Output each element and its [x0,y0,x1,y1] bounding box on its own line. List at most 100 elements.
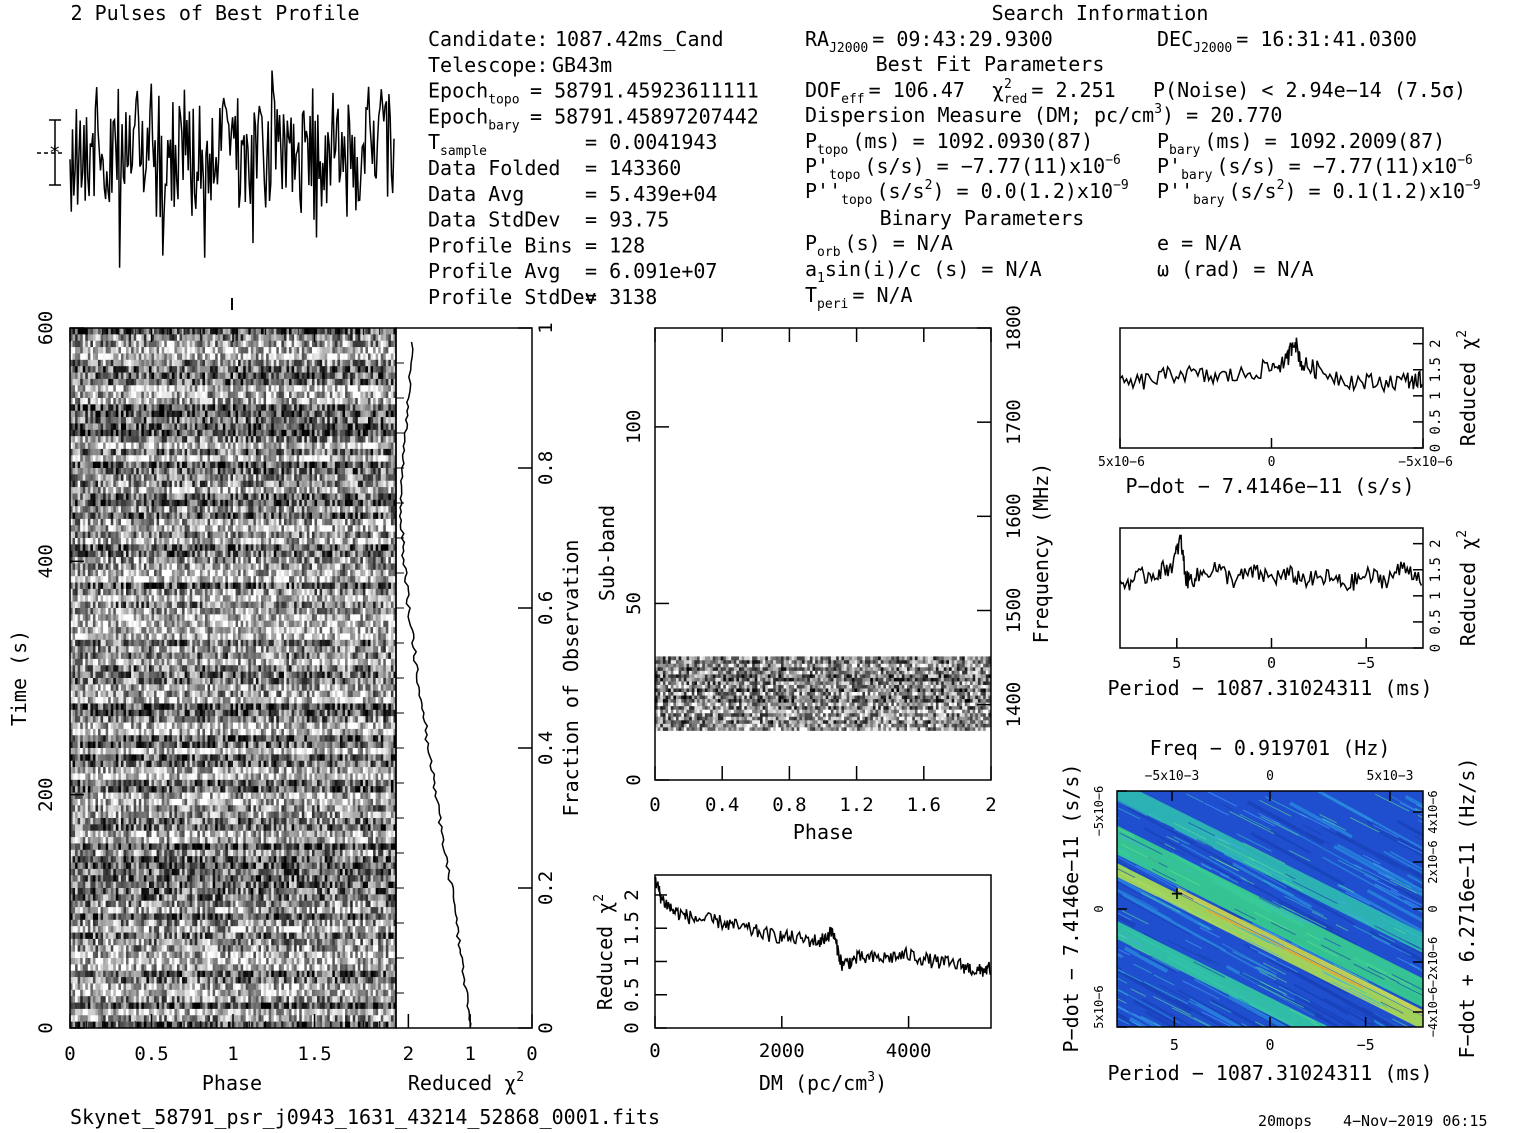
time-phase-cell [146,359,150,367]
time-phase-cell [184,378,188,386]
time-phase-cell [133,480,137,488]
time-phase-cell [342,391,346,399]
time-phase-cell [319,455,323,462]
time-phase-cell [360,448,364,456]
time-phase-cell [324,404,328,412]
time-phase-cell [367,544,371,552]
time-phase-cell [82,410,86,418]
time-phase-cell [278,442,282,450]
time-phase-cell [118,544,122,552]
time-phase-cell [95,487,99,494]
time-phase-cell [311,468,315,475]
time-phase-cell [166,493,170,501]
time-phase-cell [199,461,203,469]
time-phase-cell [337,550,341,558]
time-phase-cell [339,538,343,545]
time-phase-cell [95,557,99,564]
time-phase-cell [255,468,259,475]
time-phase-cell [108,455,112,462]
time-phase-cell [220,544,224,552]
time-phase-cell [215,538,219,545]
time-phase-cell [370,366,374,373]
time-phase-cell [347,531,351,539]
time-phase-cell [385,423,389,431]
time-phase-cell [197,544,201,552]
time-phase-cell [289,474,292,482]
time-phase-cell [352,563,356,571]
time-phase-cell [327,417,331,424]
time-phase-cell [355,550,359,558]
time-phase-cell [240,391,244,399]
time-phase-cell [291,340,295,348]
time-phase-cell [87,340,91,348]
time-phase-cell [266,366,269,373]
time-phase-cell [393,499,397,507]
time-phase-cell [120,474,124,482]
time-phase-cell [337,378,341,386]
time-phase-cell [103,557,106,564]
time-phase-cell [118,557,122,564]
time-phase-cell [225,359,229,367]
time-phase-cell [235,544,239,552]
time-phase-cell [380,487,384,494]
time-phase-cell [301,544,305,552]
time-phase-cell [184,385,188,392]
time-phase-cell [230,442,234,450]
time-phase-cell [103,328,106,335]
time-phase-cell [283,442,287,450]
time-phase-cell [286,544,290,552]
time-phase-cell [375,474,379,482]
time-phase-cell [70,474,73,482]
time-phase-cell [301,436,305,443]
time-phase-cell [243,512,247,520]
time-phase-cell [179,423,183,431]
time-phase-cell [75,468,78,475]
time-phase-cell [296,359,300,367]
time-phase-cell [357,550,361,558]
time-phase-cell [304,493,308,501]
time-phase-cell [378,340,382,348]
time-phase-cell [227,334,231,342]
time-phase-cell [225,512,229,520]
time-phase-cell [222,531,226,539]
time-phase-cell [222,487,226,494]
time-phase-cell [133,487,137,494]
time-phase-cell [294,480,297,488]
time-phase-cell [108,518,112,526]
time-phase-cell [360,544,364,552]
time-phase-cell [115,563,119,571]
time-phase-cell [337,372,341,380]
time-phase-cell [197,448,201,456]
time-phase-cell [378,461,382,469]
time-phase-cell [378,468,382,475]
time-phase-cell [281,499,285,507]
time-phase-cell [334,347,338,354]
time-phase-cell [156,417,160,424]
time-phase-cell [176,366,180,373]
time-phase-cell [151,518,155,526]
time-phase-cell [166,557,170,564]
time-phase-cell [176,468,180,475]
time-phase-cell [347,474,351,482]
time-phase-cell [174,512,178,520]
time-phase-cell [100,518,104,526]
candidate-row-value: = 143360 [585,156,681,180]
time-phase-cell [296,518,300,526]
time-phase-cell [210,398,213,405]
time-phase-cell [373,398,376,405]
time-phase-cell [166,518,170,526]
time-phase-cell [253,512,257,520]
time-phase-cell [393,474,397,482]
time-phase-cell [393,398,397,405]
time-phase-cell [220,328,224,335]
time-phase-cell [337,563,341,571]
time-phase-cell [210,334,213,342]
time-phase-cell [171,538,175,545]
time-phase-cell [115,557,119,564]
time-phase-cell [339,557,343,564]
time-phase-cell [352,410,356,418]
time-phase-cell [113,340,117,348]
time-phase-cell [80,328,84,335]
time-phase-cell [380,398,384,405]
time-phase-cell [222,417,226,424]
